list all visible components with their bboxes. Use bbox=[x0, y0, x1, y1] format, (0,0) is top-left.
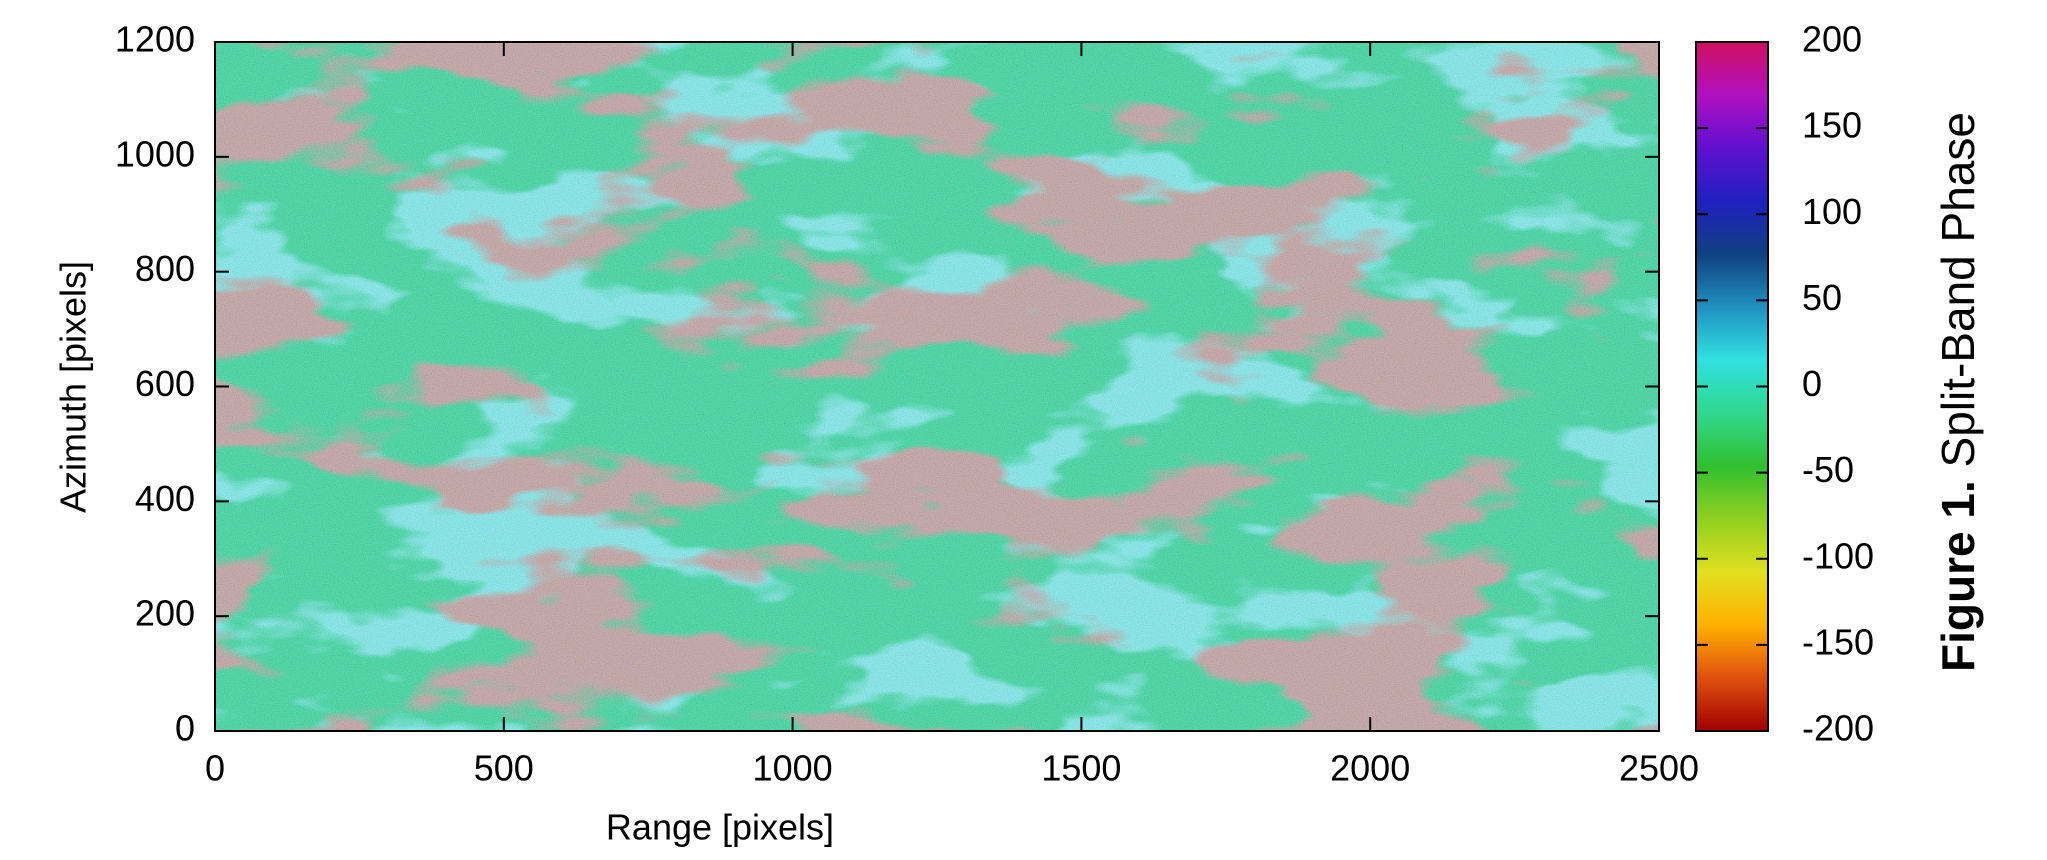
y-tick-label: 200 bbox=[135, 593, 195, 634]
x-tick-label: 2500 bbox=[1619, 748, 1699, 789]
y-tick-label: 1000 bbox=[115, 133, 195, 174]
colorbar-tick-label: -200 bbox=[1802, 708, 1874, 749]
y-tick-label: 1200 bbox=[115, 19, 195, 60]
caption: Figure 1. Split-Band Phase bbox=[1932, 112, 1984, 672]
colorbar-tick-label: 100 bbox=[1802, 191, 1862, 232]
colorbar-tick-label: -150 bbox=[1802, 621, 1874, 662]
colorbar-tick-label: -100 bbox=[1802, 535, 1874, 576]
colorbar-tick-label: 0 bbox=[1802, 363, 1822, 404]
y-tick-label: 400 bbox=[135, 478, 195, 519]
y-tick-label: 800 bbox=[135, 248, 195, 289]
colorbar-tick-label: 200 bbox=[1802, 19, 1862, 60]
y-axis-label: Azimuth [pixels] bbox=[53, 261, 94, 513]
colorbar-tick-label: 150 bbox=[1802, 105, 1862, 146]
y-tick-label: 0 bbox=[175, 708, 195, 749]
figure-label: Figure 1. bbox=[1932, 480, 1984, 672]
y-tick-label: 600 bbox=[135, 363, 195, 404]
x-tick-label: 500 bbox=[474, 748, 534, 789]
x-tick-label: 1500 bbox=[1041, 748, 1121, 789]
colorbar-tick-label: 50 bbox=[1802, 277, 1842, 318]
heatmap-image bbox=[215, 42, 1659, 731]
x-axis-label: Range [pixels] bbox=[606, 807, 834, 848]
x-tick-label: 2000 bbox=[1330, 748, 1410, 789]
colorbar-label: Split-Band Phase bbox=[1932, 112, 1984, 467]
colorbar-tick-label: -50 bbox=[1802, 449, 1854, 490]
x-tick-label: 1000 bbox=[753, 748, 833, 789]
x-tick-label: 0 bbox=[205, 748, 225, 789]
